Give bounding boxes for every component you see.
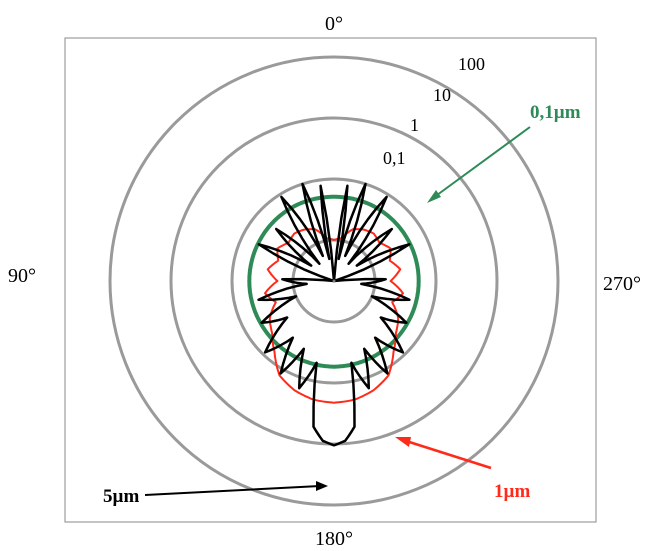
annotation-5um: 5µm [103,481,328,507]
center-point [332,279,336,283]
annotation-label-0.1um: 0,1µm [530,102,581,123]
annotation-1um: 1µm [395,437,530,502]
angle-label-180: 180° [315,528,353,550]
plot-frame [64,37,597,523]
annotation-label-1um: 1µm [494,481,530,502]
angle-label-270: 270° [603,273,641,295]
ring-100 [108,55,560,507]
ring-1 [230,177,438,385]
ring-label-100: 100 [458,54,485,74]
series-line-1m [264,228,404,404]
annotation-0.1um: 0,1µm [427,102,581,203]
ring-label-0.1: 0,1 [383,148,406,168]
series-line-5m [257,182,411,447]
ring-label-10: 10 [433,85,451,105]
angle-label-0: 0° [325,13,343,35]
series-line-01m [247,194,421,369]
ring-label-1: 1 [410,115,419,135]
annotation-label-5um: 5µm [103,486,139,507]
angle-label-90: 90° [8,265,36,287]
series-group [247,182,421,447]
